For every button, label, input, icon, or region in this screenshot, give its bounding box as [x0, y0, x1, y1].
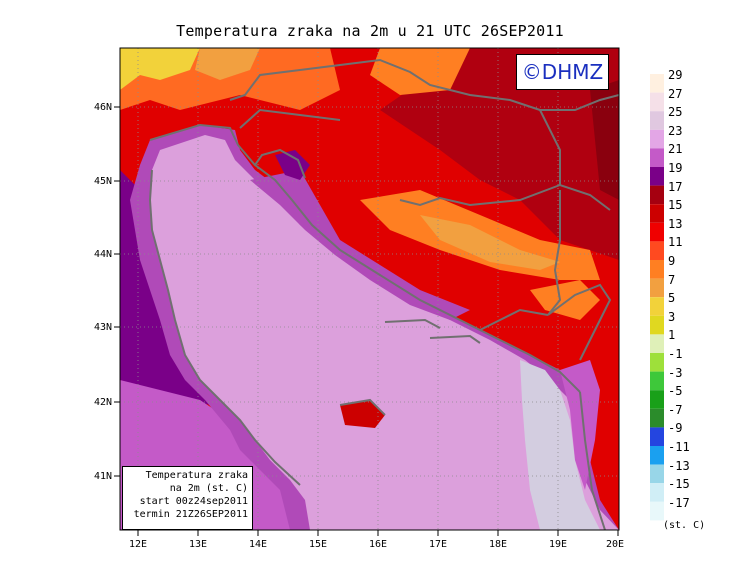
graticule	[120, 48, 619, 530]
lat-label-42n: 42N	[94, 397, 112, 408]
colorbar-swatch	[650, 483, 664, 502]
colorbar-unit: (st. C)	[663, 520, 706, 531]
lon-label-17e: 17E	[429, 539, 447, 550]
coastlines-borders	[148, 58, 619, 530]
colorbar-swatch	[650, 408, 664, 428]
colorbar-label: -9	[668, 421, 683, 436]
colorbar-label: 25	[668, 105, 683, 120]
colorbar-swatch	[650, 204, 664, 223]
purple-coast-croatia	[250, 170, 470, 320]
info-box: Temperatura zraka na 2m (st. C) start 00…	[122, 466, 253, 530]
colorbar-label: 29	[668, 68, 683, 82]
colorbar-swatch	[650, 278, 664, 298]
colorbar-swatch	[650, 74, 664, 93]
colorbar-label: 17	[668, 179, 683, 194]
colorbar-label: 15	[668, 198, 683, 213]
kvarner-dark-purple	[275, 150, 310, 180]
orange-region-slovenia	[370, 48, 470, 95]
lon-label-20e: 20E	[606, 539, 624, 550]
colorbar-swatch	[650, 315, 664, 335]
colorbar-label: -3	[668, 365, 683, 380]
lat-label-46n: 46N	[94, 102, 112, 113]
info-line-4: termin 21Z26SEP2011	[133, 509, 248, 520]
light-orange-region	[195, 48, 260, 80]
colorbar-label: 1	[668, 328, 676, 343]
colorbar-swatch	[650, 222, 664, 242]
colorbar-label: 11	[668, 235, 683, 250]
plot-frame	[119, 47, 620, 531]
adriatic-sea	[150, 135, 619, 530]
colorbar-swatch	[650, 297, 664, 316]
colorbar-label: -13	[668, 458, 690, 473]
lon-label-15e: 15E	[309, 539, 327, 550]
colorbar-swatch	[650, 371, 664, 391]
lat-label-41n: 41N	[94, 471, 112, 482]
colorbar-label: 5	[668, 291, 676, 306]
colorbar	[650, 74, 664, 521]
lat-label-45n: 45N	[94, 176, 112, 187]
colorbar-swatch	[650, 260, 664, 279]
info-line-3: start 00z24sep2011	[139, 496, 248, 507]
colorbar-swatch	[650, 390, 664, 409]
lon-label-14e: 14E	[249, 539, 267, 550]
colorbar-label: 9	[668, 254, 676, 268]
darkest-region-northeast	[590, 80, 619, 200]
light-orange-band-bosnia	[420, 215, 560, 270]
colorbar-swatch	[650, 241, 664, 260]
colorbar-swatch	[650, 334, 664, 353]
colorbar-swatch	[650, 501, 664, 521]
colorbar-swatch	[650, 111, 664, 130]
gargano-red	[340, 400, 385, 428]
colorbar-swatch	[650, 167, 664, 186]
colorbar-label: 7	[668, 272, 676, 287]
lat-label-44n: 44N	[94, 249, 112, 260]
colorbar-swatch	[650, 353, 664, 372]
colorbar-swatch	[650, 464, 664, 484]
colorbar-label: -17	[668, 495, 690, 510]
copyright-box: ©DHMZ	[516, 54, 609, 90]
colorbar-label: 19	[668, 161, 683, 175]
info-line-2: na 2m (st. C)	[169, 483, 248, 494]
lon-label-12e: 12E	[129, 539, 147, 550]
colorbar-label: -11	[668, 440, 690, 454]
colorbar-swatch	[650, 148, 664, 167]
orange-region-montenegro	[530, 280, 600, 320]
colorbar-label: 3	[668, 309, 676, 324]
albania-purple	[560, 360, 600, 490]
colorbar-label: -7	[668, 402, 683, 417]
lon-label-13e: 13E	[189, 539, 207, 550]
island-1	[385, 320, 440, 332]
axis-ticks	[114, 106, 619, 536]
colorbar-swatch	[650, 185, 664, 205]
lon-label-16e: 16E	[369, 539, 387, 550]
colorbar-label: 27	[668, 86, 683, 101]
yellow-region-northwest	[120, 48, 200, 90]
colorbar-label: 13	[668, 216, 683, 231]
info-line-1: Temperatura zraka	[145, 470, 248, 481]
map-field	[120, 48, 619, 530]
colorbar-swatch	[650, 92, 664, 112]
colorbar-label: -1	[668, 347, 683, 361]
map-title: Temperatura zraka na 2m u 21 UTC 26SEP20…	[176, 22, 564, 40]
lon-label-18e: 18E	[489, 539, 507, 550]
colorbar-label: 21	[668, 142, 683, 157]
colorbar-label: -5	[668, 384, 683, 399]
colorbar-swatch	[650, 427, 664, 446]
southern-sea-light	[520, 360, 600, 530]
lon-label-19e: 19E	[549, 539, 567, 550]
colorbar-swatch	[650, 446, 664, 465]
colorbar-label: -15	[668, 477, 690, 492]
colorbar-swatch	[650, 129, 664, 149]
lat-label-43n: 43N	[94, 322, 112, 333]
colorbar-label: 23	[668, 123, 683, 138]
